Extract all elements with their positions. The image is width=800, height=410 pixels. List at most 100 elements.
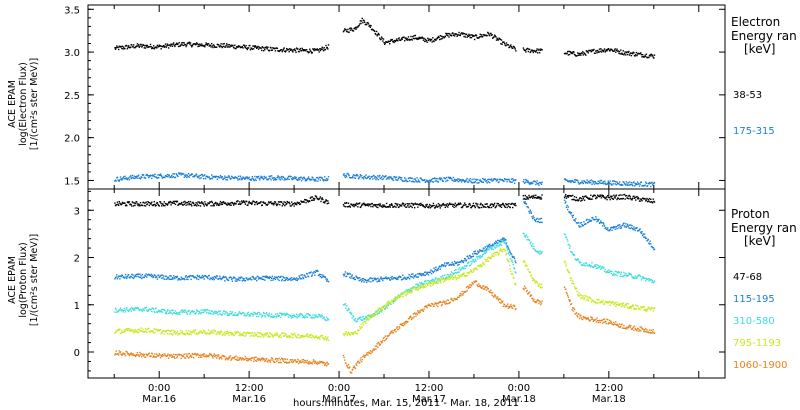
data-point (582, 264, 585, 266)
data-point (595, 50, 598, 52)
data-point (598, 181, 601, 183)
data-point (286, 277, 288, 280)
data-point (540, 198, 543, 200)
data-point (151, 177, 153, 180)
data-point (452, 34, 455, 37)
electron-ytick-label: 2.5 (64, 91, 80, 102)
data-point (456, 35, 458, 38)
data-point (606, 50, 608, 52)
data-point (408, 278, 411, 280)
data-point (204, 332, 206, 334)
data-point (315, 270, 318, 272)
data-point (229, 45, 232, 47)
data-point (373, 277, 375, 280)
data-point (588, 296, 591, 298)
data-point (499, 205, 501, 208)
data-point (460, 179, 462, 182)
data-point (601, 194, 603, 196)
data-point (369, 317, 372, 319)
data-point (651, 279, 654, 282)
data-point (453, 33, 455, 35)
data-point (567, 206, 570, 208)
data-point (539, 198, 541, 200)
data-point (467, 255, 469, 257)
data-point (620, 183, 623, 186)
data-point (611, 180, 614, 182)
data-point (457, 34, 460, 36)
data-point (587, 52, 590, 54)
data-point (202, 276, 204, 279)
data-point (634, 196, 636, 199)
data-point (277, 203, 279, 205)
data-point (116, 311, 118, 314)
data-point (321, 334, 323, 337)
data-point (250, 47, 253, 50)
data-point (609, 228, 611, 231)
data-point (297, 179, 299, 182)
data-point (349, 334, 352, 336)
data-point (530, 50, 532, 53)
data-point (533, 280, 536, 282)
data-point (300, 274, 302, 276)
data-point (290, 48, 293, 51)
xtick-label: 0:00 (508, 383, 530, 394)
data-point (198, 201, 200, 203)
data-point (453, 277, 456, 279)
data-point (198, 275, 200, 277)
data-point (537, 283, 539, 285)
data-point (604, 182, 606, 184)
data-point (614, 302, 616, 304)
data-point (649, 308, 651, 310)
data-point (607, 180, 609, 182)
data-point (269, 276, 272, 279)
data-point (424, 284, 427, 286)
data-point (316, 48, 318, 50)
data-point (613, 50, 615, 52)
data-point (152, 332, 155, 334)
data-point (527, 268, 530, 270)
data-point (599, 194, 601, 196)
data-point (430, 279, 433, 281)
data-point (537, 252, 540, 254)
data-point (587, 221, 590, 223)
data-point (564, 234, 566, 236)
data-point (456, 180, 458, 182)
data-point (187, 333, 189, 335)
data-point (183, 311, 185, 314)
data-point (391, 178, 393, 181)
data-point (440, 276, 443, 278)
data-point (166, 173, 169, 176)
data-point (146, 331, 148, 334)
data-point (651, 202, 654, 204)
xtick-label: Mar.17 (412, 394, 446, 405)
data-point (365, 279, 367, 282)
data-point (168, 333, 170, 335)
data-point (636, 275, 639, 278)
data-point (168, 201, 170, 203)
data-point (295, 202, 297, 205)
data-point (280, 49, 283, 51)
data-point (221, 177, 223, 179)
data-point (326, 337, 328, 340)
data-point (367, 319, 370, 321)
data-point (416, 283, 418, 285)
data-point (631, 276, 633, 278)
data-point (246, 314, 248, 316)
data-point (473, 252, 476, 255)
data-point (590, 50, 593, 53)
data-point (585, 219, 588, 221)
data-point (265, 275, 267, 277)
data-point (254, 203, 256, 206)
data-point (242, 277, 244, 280)
data-point (648, 278, 651, 280)
data-point (287, 316, 290, 318)
data-point (633, 185, 636, 187)
data-point (181, 42, 183, 44)
data-point (239, 277, 242, 279)
data-point (398, 295, 400, 297)
data-point (528, 183, 531, 185)
data-point (280, 314, 283, 316)
data-point (199, 312, 202, 315)
data-point (621, 52, 623, 54)
data-point (455, 179, 458, 181)
